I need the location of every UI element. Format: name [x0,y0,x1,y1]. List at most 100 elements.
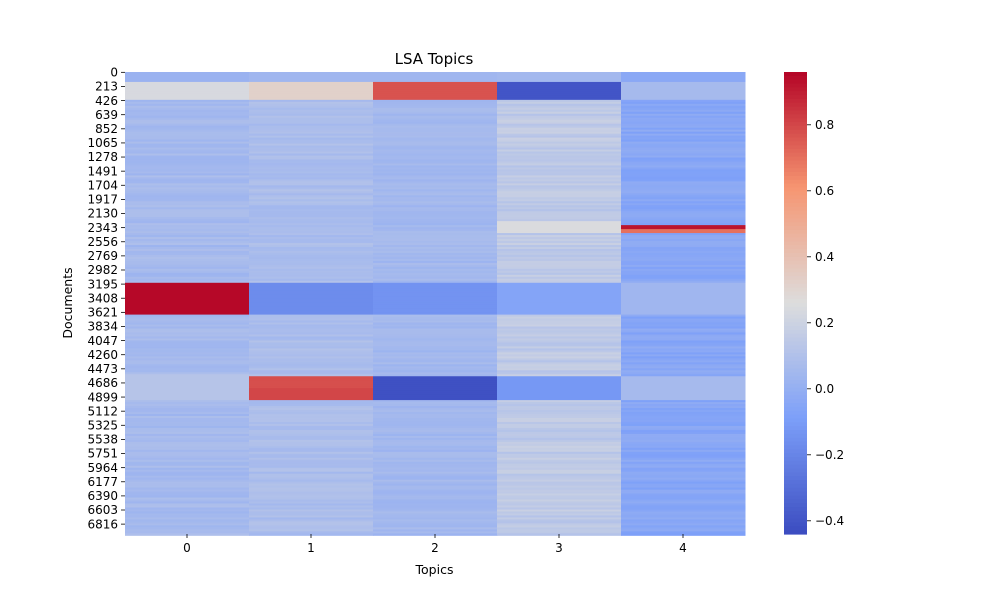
heatmap-cell [125,414,250,417]
heatmap-cell [373,326,498,330]
colorbar-segment [784,79,807,85]
heatmap-cell [125,145,250,149]
heatmap-cell [373,231,498,234]
heatmap-cell [621,368,746,371]
heatmap-cell [249,157,374,160]
heatmap-cell [125,109,250,113]
heatmap-cell [249,233,374,236]
heatmap-cell [125,306,250,310]
heatmap-cell [497,239,622,242]
heatmap-cell [373,127,498,131]
heatmap-cell [373,336,498,339]
y-tick-label: 5325 [87,418,118,432]
colorbar-segment [784,214,807,219]
heatmap-cell [249,471,374,475]
heatmap-cell [249,115,374,119]
heatmap-cell [621,332,746,335]
heatmap-cell [497,123,622,127]
colorbar-segment [784,237,807,242]
heatmap-cell [373,304,498,308]
heatmap-cell [621,372,746,375]
heatmap-cell [621,239,746,242]
heatmap-cell [497,262,622,266]
heatmap-cell [373,402,498,405]
heatmap-cell [249,191,374,194]
heatmap-cell [249,103,374,107]
heatmap-cell [125,366,250,369]
colorbar-ticks: 0.8 0.6 0.4 0.2 0.0 −0.2 −0.4 [807,118,844,528]
heatmap-cell [373,519,498,522]
heatmap-cell [249,119,374,123]
heatmap-cell [125,451,250,455]
heatmap-cell [497,421,622,425]
heatmap-cell [621,314,746,318]
heatmap-cell [125,338,250,341]
heatmap-cell [373,497,498,501]
heatmap-cell [249,356,374,359]
heatmap-cell [249,342,374,345]
heatmap-cell [125,392,250,395]
heatmap-cell [621,364,746,367]
heatmap-cell [373,81,498,85]
heatmap-cell [249,348,374,351]
colorbar-tick-label: 0.2 [815,316,834,330]
heatmap-cell [125,485,250,489]
heatmap-cell [497,243,622,246]
heatmap-cell [249,99,374,103]
heatmap-cell [249,81,374,85]
heatmap-cell [497,362,622,365]
heatmap-cell [249,509,374,512]
heatmap-cell [125,125,250,129]
heatmap-cell [125,241,250,244]
heatmap-cell [621,209,746,212]
heatmap-cell [125,334,250,337]
heatmap-cell [125,258,250,262]
heatmap-cell [621,376,746,379]
colorbar-tick-label: 0.0 [815,382,834,396]
heatmap-cell [249,376,374,379]
heatmap-cell [373,322,498,326]
heatmap-cell [621,352,746,355]
heatmap-cell [249,105,374,109]
heatmap-cell [373,501,498,505]
heatmap-cell [249,165,374,168]
colorbar-segment [784,187,807,192]
heatmap-cell [125,225,250,228]
heatmap-cell [249,398,374,401]
heatmap-cell [497,181,622,184]
colorbar-segment [784,125,807,131]
heatmap-cell [621,119,746,123]
heatmap-cell [249,495,374,499]
heatmap-cell [497,280,622,284]
heatmap-cell [497,360,622,363]
colorbar-segment [784,360,807,366]
heatmap-cell [621,115,746,119]
heatmap-cell [249,322,374,326]
heatmap-cell [249,352,374,355]
heatmap-cell [249,237,374,240]
heatmap-cell [621,414,746,417]
heatmap-cell [621,519,746,522]
heatmap-cell [621,491,746,495]
heatmap-cell [621,103,746,107]
heatmap-cell [373,302,498,306]
heatmap-cell [373,425,498,429]
heatmap-cell [125,286,250,290]
heatmap-cell [497,294,622,298]
heatmap-cell [373,135,498,139]
heatmap-cell [125,421,250,425]
heatmap-cell [373,189,498,192]
heatmap-cell [621,248,746,252]
heatmap-cell [621,358,746,361]
heatmap-cell [125,193,250,196]
heatmap-cell [125,344,250,347]
heatmap-cell [497,258,622,262]
colorbar-segment [784,480,807,485]
colorbar-tick-label: −0.4 [815,514,844,528]
heatmap-cell [373,388,498,391]
heatmap-cell [497,457,622,461]
heatmap-cell [497,113,622,117]
heatmap-cell [125,147,250,151]
heatmap-cell [125,199,250,202]
heatmap-cell [497,318,622,322]
